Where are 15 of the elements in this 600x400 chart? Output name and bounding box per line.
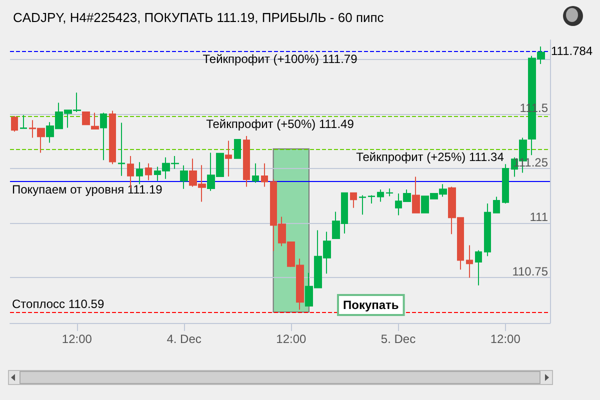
text: 111.784	[551, 44, 593, 58]
x-tick-label: 5. Dec	[380, 332, 416, 346]
ref-line-label: Тейкпрофит (+50%) 111.49	[206, 117, 354, 132]
x-tick-label: 12:00	[62, 332, 92, 346]
x-tick-label: 12:00	[276, 332, 306, 346]
ref-line-label: Тейкпрофит (+25%) 111.34	[356, 150, 504, 164]
chart-title: CADJPY, H4#225423, ПОКУПАТЬ 111.19, ПРИБЫЛЬ - 60 пипс	[13, 10, 384, 25]
x-tick-label: 4. Dec	[166, 332, 202, 346]
ref-line-label: Покупаем от уровня 111.19	[12, 182, 163, 196]
y-tick-label: 110.75	[512, 264, 548, 278]
x-tick-label: 12:00	[490, 332, 521, 346]
ref-line-label: Тейкпрофит (+100%) 111.79	[202, 52, 358, 66]
ref-line-label: Стоплосс 110.59	[12, 297, 104, 312]
annotation: Покупать	[343, 298, 399, 312]
y-tick-label: 111	[530, 210, 548, 224]
